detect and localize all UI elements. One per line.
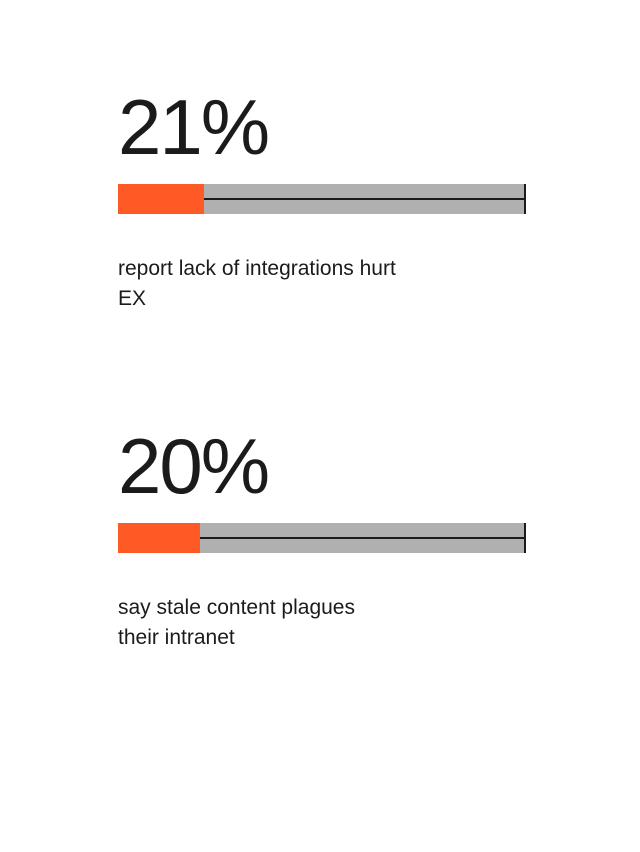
progress-bar	[118, 523, 526, 553]
bar-endcap	[524, 184, 526, 214]
bar-midline	[200, 537, 526, 539]
bar-endcap	[524, 523, 526, 553]
bar-midline	[204, 198, 526, 200]
stat-value: 20%	[118, 427, 540, 505]
stat-caption: report lack of integrations hurt EX	[118, 254, 398, 315]
stat-block: 21% report lack of integrations hurt EX	[118, 88, 540, 315]
progress-bar	[118, 184, 526, 214]
bar-fill	[118, 184, 204, 214]
stat-value: 21%	[118, 88, 540, 166]
bar-fill	[118, 523, 200, 553]
stat-block: 20% say stale content plagues their intr…	[118, 427, 540, 654]
infographic-canvas: 21% report lack of integrations hurt EX …	[0, 0, 640, 852]
stat-caption: say stale content plagues their intranet	[118, 593, 398, 654]
